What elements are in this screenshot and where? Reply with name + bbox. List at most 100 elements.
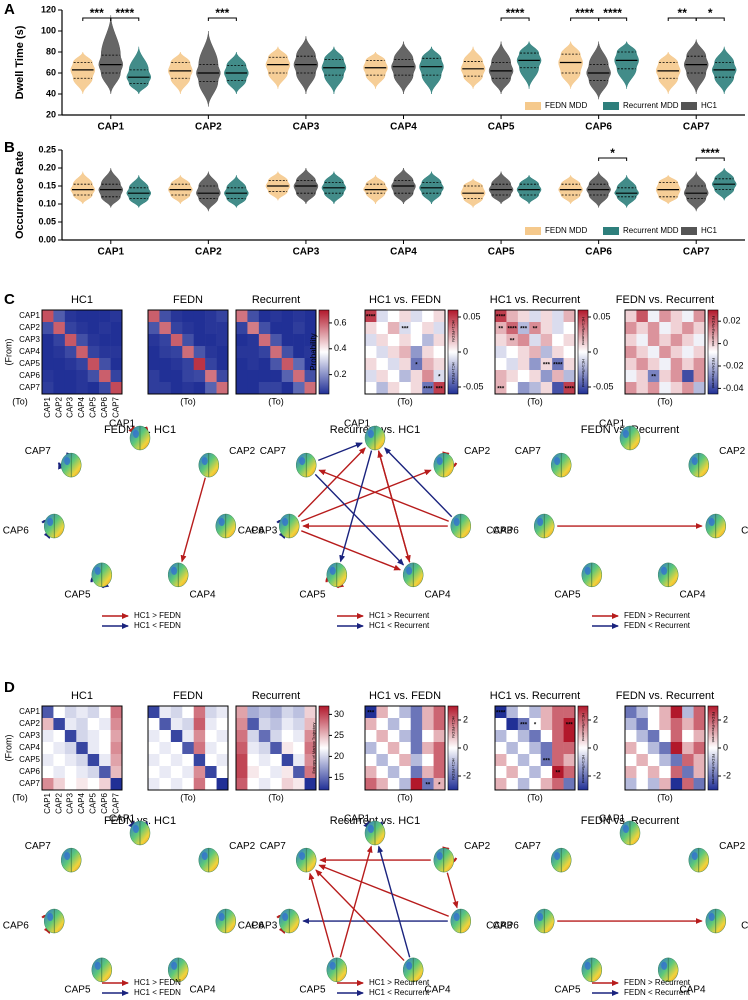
heatmap-cell [293,754,305,767]
heatmap-cell [64,346,77,359]
brain-patch [201,457,208,466]
heatmap-cell [682,718,694,731]
heatmap-cell [399,370,412,383]
heatmap-cell [506,730,519,743]
brain-patch [94,566,101,575]
heatmap-cell [216,358,229,371]
heatmap-cell [258,370,271,383]
heatmap-cell [365,730,377,743]
brain-node [533,513,555,539]
violin [126,46,152,95]
heatmap-cell [87,766,100,779]
heatmap-cell [433,766,446,779]
significance-star: **** [496,315,506,321]
significance-label: **** [506,6,525,20]
significance-label: *** [90,6,104,20]
brain-patch [218,913,225,922]
colorbar-tick-label: -0.04 [723,383,744,393]
heatmap-cell [529,754,542,767]
legend-label: Recurrent MDD [623,226,679,235]
heatmap-cell [87,370,100,383]
heatmap-cell [433,754,446,767]
x-axis-label: (To) [527,396,543,406]
colorbar-tick-label: -0.02 [723,360,744,370]
heatmap-cell [87,718,100,731]
violin [321,46,347,95]
node-label: CAP5 [554,589,581,600]
x-tick-label: CAP4 [390,122,417,133]
heatmap-cell [258,382,271,395]
colorbar [318,309,330,395]
colorbar-tick-label: 0 [463,742,468,752]
heatmap-cell [647,310,660,323]
heatmap-cell [529,778,542,791]
edge-arrow [180,477,206,563]
heatmap-cell [670,778,683,791]
heatmap-cell [270,334,283,347]
heatmap-cell [42,718,54,731]
heatmap-cell [636,706,649,719]
heatmap-cell [517,730,530,743]
heatmap-cell [64,766,77,779]
heatmap-cell [76,766,89,779]
heatmap-cell [304,742,317,755]
brain-patch [453,913,460,922]
legend-label: HC1 < FEDN [134,988,181,997]
heatmap-cell [270,358,283,371]
heatmap-cell [216,310,229,323]
heatmap-cell [647,742,660,755]
x-tick-label: CAP1 [97,247,124,258]
heatmap-cell [693,742,706,755]
colorbar-tick-label: 0 [593,346,598,356]
heatmap-cell [42,706,54,719]
heatmap-cell [205,310,217,323]
brain-patch [623,430,629,438]
heatmap-cell [193,706,206,719]
heatmap-cell [53,310,66,323]
heatmap-cell [304,346,317,359]
colorbar-tick-label: 0 [593,742,598,752]
heatmap-cell [693,706,706,719]
heatmap-cell [99,310,111,323]
heatmap-cell [625,346,637,359]
row-label: CAP5 [19,755,40,764]
significance-label: **** [575,6,594,20]
violin [126,175,152,209]
y-tick-label: 40 [46,88,56,98]
heatmap-cell [552,346,564,359]
heatmap-cell [495,718,507,731]
significance-star: ** [651,375,656,381]
heatmap-cell [247,766,260,779]
heatmap-cell [281,706,294,719]
heatmap-cell [64,706,77,719]
brain-patch [708,913,715,922]
heatmap-cell [540,718,553,731]
heatmap-cell [99,358,111,371]
x-tick-label: CAP1 [97,122,124,133]
heatmap-cell [216,706,229,719]
heatmap-cell [563,730,576,743]
row-label: CAP7 [19,779,40,788]
heatmap-cell [693,718,706,731]
heatmap-cell [552,718,564,731]
significance-label: * [708,6,713,20]
heatmap-cell [422,718,434,731]
heatmap-frame [494,309,576,395]
heatmap-cell [517,718,530,731]
heatmap-cell [76,382,89,395]
heatmap-cell [281,778,294,791]
heatmap-cell [304,754,317,767]
heatmap-title: HC1 vs. FEDN [369,690,441,702]
heatmap-cell [636,346,649,359]
heatmap-cell [247,358,260,371]
edge-arrow [318,864,449,917]
heatmap-cell [293,334,305,347]
heatmap-cell [159,766,172,779]
heatmap-cell [506,346,519,359]
heatmap-cell [636,334,649,347]
heatmap-frame [41,309,123,395]
heatmap-cell [636,778,649,791]
brain-node [619,820,641,846]
heatmap-cell [270,322,283,335]
x-tick-label: CAP3 [293,247,320,258]
